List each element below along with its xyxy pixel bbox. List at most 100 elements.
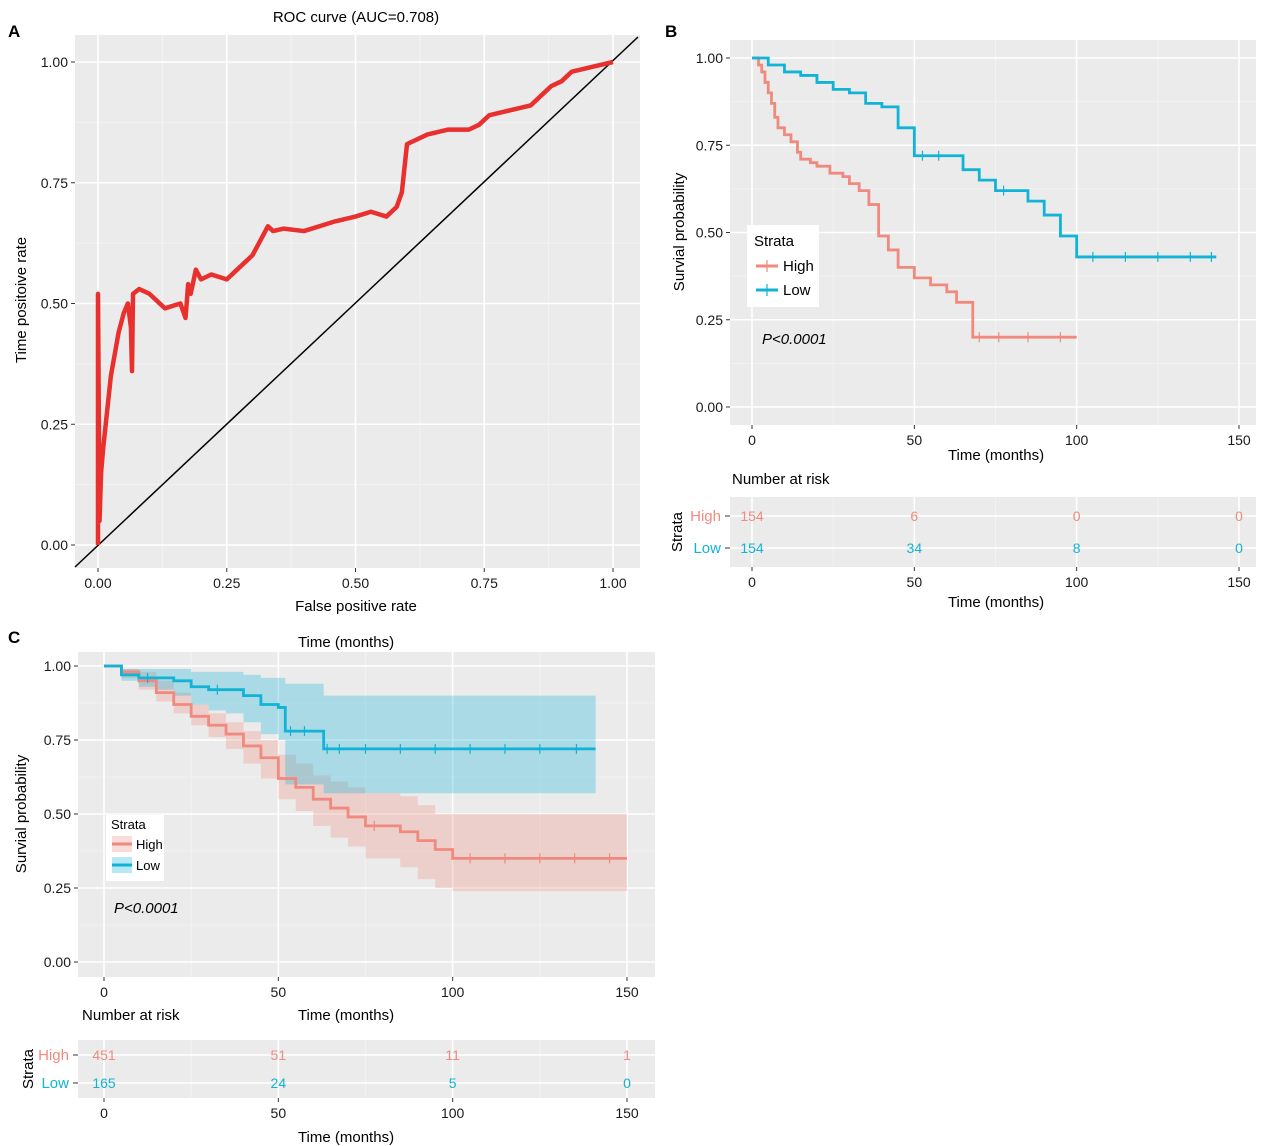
km-c-risk-x-axis-label: Time (months) xyxy=(298,1129,394,1146)
roc-x-axis-label: False positive rate xyxy=(295,598,417,615)
km-b-x-axis-label: Time (months) xyxy=(948,447,1044,464)
km-c-ytick-label: 0.25 xyxy=(44,880,71,896)
km-b-ytick-label: 0.50 xyxy=(696,225,723,241)
km-b-xtick-label: 0 xyxy=(748,432,756,448)
km-b-legend-low: Low xyxy=(783,282,811,299)
km-b-legend-title: Strata xyxy=(754,233,795,250)
km-c-risk-cell-high: 51 xyxy=(271,1047,287,1063)
km-b-risk-area xyxy=(730,497,1256,567)
km-b-xtick-label: 150 xyxy=(1227,432,1251,448)
km-c-risk-xtick-label: 50 xyxy=(271,1105,287,1121)
km-b-ytick-label: 0.25 xyxy=(696,312,723,328)
km-b-risk-xtick-label: 0 xyxy=(748,574,756,590)
km-b-risk-cell-low: 0 xyxy=(1235,540,1243,556)
km-b-y-axis-label: Survial probability xyxy=(671,172,688,291)
km-c-risk-cell-high: 1 xyxy=(623,1047,631,1063)
km-c-series-low xyxy=(104,664,596,754)
km-c-risk-xtick-label: 0 xyxy=(100,1105,108,1121)
km-c-legend: Strata High Low xyxy=(106,815,164,881)
km-c-ytick-label: 0.75 xyxy=(44,732,71,748)
km-b-risk-cell-high: 0 xyxy=(1073,508,1081,524)
roc-ytick-label: 1.00 xyxy=(41,54,68,70)
km-b-xtick-label: 100 xyxy=(1065,432,1089,448)
km-c-x-axis-label: Time (months) xyxy=(298,1007,394,1024)
roc-title: ROC curve (AUC=0.708) xyxy=(273,9,439,26)
roc-xtick-label: 0.50 xyxy=(342,575,369,591)
roc-ytick-label: 0.75 xyxy=(41,175,68,191)
km-c-xtick-label: 100 xyxy=(441,984,465,1000)
km-b-risk-cell-low: 8 xyxy=(1073,540,1081,556)
roc-y-axis-label: Time positoive rate xyxy=(13,237,30,363)
km-c-title: Time (months) xyxy=(298,634,394,651)
km-b-pvalue: P<0.0001 xyxy=(762,331,827,348)
roc-xtick-label: 0.25 xyxy=(213,575,240,591)
km-c-risk-xtick-label: 100 xyxy=(441,1105,465,1121)
km-b-series-low xyxy=(752,56,1217,262)
km-c-risk-cell-low: 24 xyxy=(271,1075,287,1091)
roc-ytick-label: 0.00 xyxy=(41,537,68,553)
km-c-risk-cell-high: 11 xyxy=(445,1047,460,1063)
panel-label-c: C xyxy=(8,628,20,647)
km-b-risk-row-label-low: Low xyxy=(693,540,721,557)
km-c-legend-box xyxy=(106,815,164,881)
km-b-ytick-label: 0.75 xyxy=(696,137,723,153)
km-b-legend-high: High xyxy=(783,258,814,275)
km-c-xtick-label: 50 xyxy=(271,984,287,1000)
roc-ytick-label: 0.25 xyxy=(41,416,68,432)
roc-reference-line xyxy=(74,36,639,568)
km-b-risk-y-axis-label: Strata xyxy=(669,511,686,552)
km-b-risk-cell-low: 154 xyxy=(740,540,764,556)
km-b-line-high xyxy=(752,56,1077,339)
km-c-risk-row-label-high: High xyxy=(38,1047,69,1064)
km-c-risk-cell-low: 0 xyxy=(623,1075,631,1091)
km-b-risk-x-axis-label: Time (months) xyxy=(948,594,1044,611)
km-c-series-high xyxy=(104,664,627,864)
km-c-ytick-label: 1.00 xyxy=(44,658,71,674)
km-c-risk-y-axis-label: Strata xyxy=(20,1048,37,1089)
km-c-ci-band-low xyxy=(104,666,596,794)
km-c-line-high xyxy=(104,664,627,860)
km-c-legend-high: High xyxy=(136,837,163,852)
km-b-risk-cell-low: 34 xyxy=(907,540,923,556)
km-b-risk-xtick-label: 150 xyxy=(1227,574,1251,590)
km-c-legend-title: Strata xyxy=(111,817,146,832)
km-c-ytick-label: 0.00 xyxy=(44,954,71,970)
km-c-ytick-label: 0.50 xyxy=(44,806,71,822)
km-c-risk-cell-high: 451 xyxy=(92,1047,116,1063)
km-c-y-axis-label: Survial probability xyxy=(13,754,30,873)
roc-ytick-label: 0.50 xyxy=(41,296,68,312)
km-c-xtick-label: 150 xyxy=(615,984,639,1000)
km-b-risk-cell-high: 6 xyxy=(910,508,918,524)
km-b-ytick-label: 0.00 xyxy=(696,399,723,415)
km-c-risk-xtick-label: 150 xyxy=(615,1105,639,1121)
roc-xtick-label: 0.75 xyxy=(471,575,498,591)
km-c-risk-area xyxy=(78,1040,655,1098)
roc-curve-line xyxy=(95,59,614,545)
km-b-risk-title: Number at risk xyxy=(732,471,830,488)
km-b-risk-xtick-label: 100 xyxy=(1065,574,1089,590)
roc-xtick-label: 1.00 xyxy=(599,575,626,591)
km-b-risk-row-label-high: High xyxy=(690,508,721,525)
km-c-legend-low: Low xyxy=(136,858,160,873)
km-b-risk-xtick-label: 50 xyxy=(907,574,923,590)
km-b-legend: Strata High Low xyxy=(747,225,819,307)
km-b-risk-cell-high: 0 xyxy=(1235,508,1243,524)
km-b-xtick-label: 50 xyxy=(907,432,923,448)
panel-label-b: B xyxy=(665,22,677,41)
km-b-series-high xyxy=(752,56,1077,343)
km-b-line-low xyxy=(752,56,1217,259)
km-c-ci-band-high xyxy=(104,666,627,891)
km-c-xtick-label: 0 xyxy=(100,984,108,1000)
km-b-ytick-label: 1.00 xyxy=(696,50,723,66)
roc-xtick-label: 0.00 xyxy=(84,575,111,591)
km-c-risk-row-label-low: Low xyxy=(41,1075,69,1092)
panel-label-a: A xyxy=(8,22,20,41)
km-panel-c: C Time (months) 0.000.250.500.751.00 0 50… xyxy=(8,628,655,1146)
km-c-risk-cell-low: 5 xyxy=(449,1075,457,1091)
km-c-risk-title: Number at risk xyxy=(82,1007,180,1024)
km-c-risk-cell-low: 165 xyxy=(92,1075,116,1091)
km-c-pvalue: P<0.0001 xyxy=(114,900,179,917)
roc-panel: A ROC curve (AUC=0.708) 0.00 0.25 0.50 0.75… xyxy=(8,9,640,615)
km-b-risk-cell-high: 154 xyxy=(740,508,764,524)
